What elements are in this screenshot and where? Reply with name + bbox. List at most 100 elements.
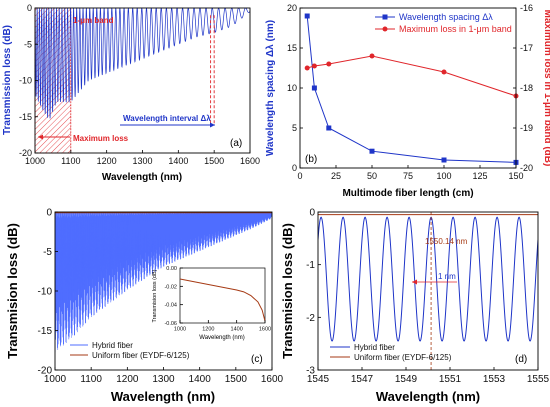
x-tick-label: 0 [297, 171, 302, 181]
y-left-tick-label: 20 [287, 3, 297, 13]
panel-label: (a) [230, 138, 242, 149]
panel-d: 1545 1547 1549 1551 1553 1555 0 -1 -2 -3 1550.14… [280, 208, 550, 405]
y-axis-label: Transmision loss (dB) [280, 223, 295, 359]
plot-frame [317, 211, 539, 371]
panel-label: (d) [515, 354, 527, 365]
y-tick-label: -20 [38, 366, 53, 377]
legend-spacing: Wavelength spacing Δλ [399, 12, 493, 22]
legend-hybrid: Hybrid fiber [92, 341, 133, 350]
x-tick-label: 1600 [261, 374, 284, 385]
data-point [369, 148, 375, 154]
y-tick-label: 0 [46, 208, 52, 219]
data-point [441, 69, 447, 75]
y-axis-label-right: Maximum loss in 1-μm band (dB) [542, 10, 550, 167]
data-point [304, 13, 310, 19]
y-right-tick-label: -16 [520, 3, 533, 13]
data-point [326, 61, 332, 67]
y-right-tick-label: -20 [520, 163, 533, 173]
hybrid-curve [318, 216, 538, 342]
y-right-tick-label: -19 [520, 123, 533, 133]
inset: 1000 1200 1400 1600 0.00 -0.02 -0.04 -0.06 Wav… [152, 266, 271, 341]
panel-a: 1000 1100 1200 1300 1400 1500 1600 0 -5 -10 -15 -2… [2, 3, 260, 183]
y-left-tick-label: 15 [287, 43, 297, 53]
x-tick-label: 1549 [395, 374, 418, 385]
y-left-tick-label: 0 [292, 163, 297, 173]
hybrid-curve [55, 212, 272, 353]
x-tick-label: 1100 [80, 374, 102, 385]
panel-c: 1000 1100 1200 1300 1400 1500 1600 0 -5 -10 -15 -2… [5, 208, 284, 405]
interval-marks [210, 15, 215, 124]
y-tick-label: -5 [43, 247, 52, 258]
marker-label: 1550.14 nm [425, 237, 468, 246]
spacing-arrow-head [412, 279, 417, 285]
band-label: 1-μm band [73, 16, 114, 25]
legend-uniform: Uniform fiber (EYDF-6/125) [92, 351, 190, 360]
max-loss-arrow-head [38, 134, 43, 140]
x-tick-label: 1000 [44, 374, 67, 385]
y-right-tick-label: -18 [520, 83, 533, 93]
inset-y-tick-label: -0.04 [164, 303, 177, 309]
interval-label: Wavelength interval Δλ [123, 114, 211, 123]
y-axis-label: Transmision loss (dB) [5, 223, 20, 359]
inset-x-tick-label: 1000 [174, 327, 186, 333]
interval-arrow-head [210, 122, 215, 128]
x-tick-label: 1100 [61, 156, 80, 166]
panel-label: (b) [305, 154, 317, 165]
data-point [304, 65, 310, 71]
x-tick-label: 1600 [240, 156, 260, 166]
y-tick-label: -1 [306, 260, 315, 271]
legend-uniform: Uniform fiber (EYDF-6/125) [354, 353, 452, 362]
data-point [311, 63, 317, 69]
y-left-tick-label: 10 [287, 83, 297, 93]
x-axis-label: Wavelength (nm) [376, 389, 480, 404]
x-tick-label: 1200 [116, 374, 139, 385]
inset-x-label: Wavelength (nm) [199, 335, 244, 341]
legend: Hybrid fiber Uniform fiber (EYDF-6/125) [330, 343, 452, 362]
data-point [441, 157, 447, 163]
x-axis-label: Wavelength (nm) [111, 389, 215, 404]
x-tick-label: 75 [403, 171, 413, 181]
x-tick-label: 125 [472, 171, 487, 181]
legend-maxloss: Maximum loss in 1-μm band [399, 24, 512, 34]
inset-y-tick-label: -0.06 [164, 321, 177, 327]
inset-x-tick-label: 1600 [259, 327, 271, 333]
data-point [369, 53, 375, 59]
y-tick-label: 0 [27, 3, 32, 13]
data-point [326, 125, 332, 131]
x-tick-label: 1400 [189, 374, 212, 385]
x-tick-label: 25 [331, 171, 341, 181]
x-tick-label: 1553 [483, 374, 506, 385]
x-tick-label: 50 [367, 171, 377, 181]
y-tick-label: -15 [38, 326, 53, 337]
series-line [307, 55, 517, 97]
y-tick-label: -3 [306, 366, 315, 377]
spacing-label: 1 nm [438, 272, 456, 281]
legend: Wavelength spacing Δλ Maximum loss in 1-… [375, 12, 512, 34]
inset-y-tick-label: -0.02 [164, 284, 177, 290]
legend-hybrid: Hybrid fiber [354, 343, 395, 352]
x-tick-label: 150 [508, 171, 523, 181]
x-tick-label: 1500 [204, 156, 224, 166]
legend: Hybrid fiber Uniform fiber (EYDF-6/125) [70, 341, 190, 360]
y-tick-label: -2 [306, 313, 315, 324]
y-axis-label: Transmission loss (dB) [2, 25, 13, 135]
data-point [311, 85, 317, 91]
x-axis-label: Multimode fiber length (cm) [342, 188, 473, 199]
y-right-tick-label: -17 [520, 43, 533, 53]
x-tick-label: 1400 [168, 156, 188, 166]
inset-y-tick-label: 0.00 [166, 266, 177, 272]
x-tick-label: 1000 [25, 156, 45, 166]
x-tick-label: 100 [436, 171, 451, 181]
y-tick-label: -15 [19, 112, 32, 122]
series-layer [304, 13, 519, 165]
x-tick-label: 1200 [97, 156, 117, 166]
x-tick-label: 1547 [351, 374, 374, 385]
x-tick-label: 1551 [439, 374, 462, 385]
y-tick-label: -5 [24, 39, 32, 49]
series-line [306, 15, 517, 163]
inset-x-tick-label: 1200 [202, 327, 214, 333]
x-tick-label: 1300 [132, 156, 152, 166]
x-tick-label: 1500 [225, 374, 248, 385]
x-axis-label: Wavelength (nm) [102, 172, 182, 183]
